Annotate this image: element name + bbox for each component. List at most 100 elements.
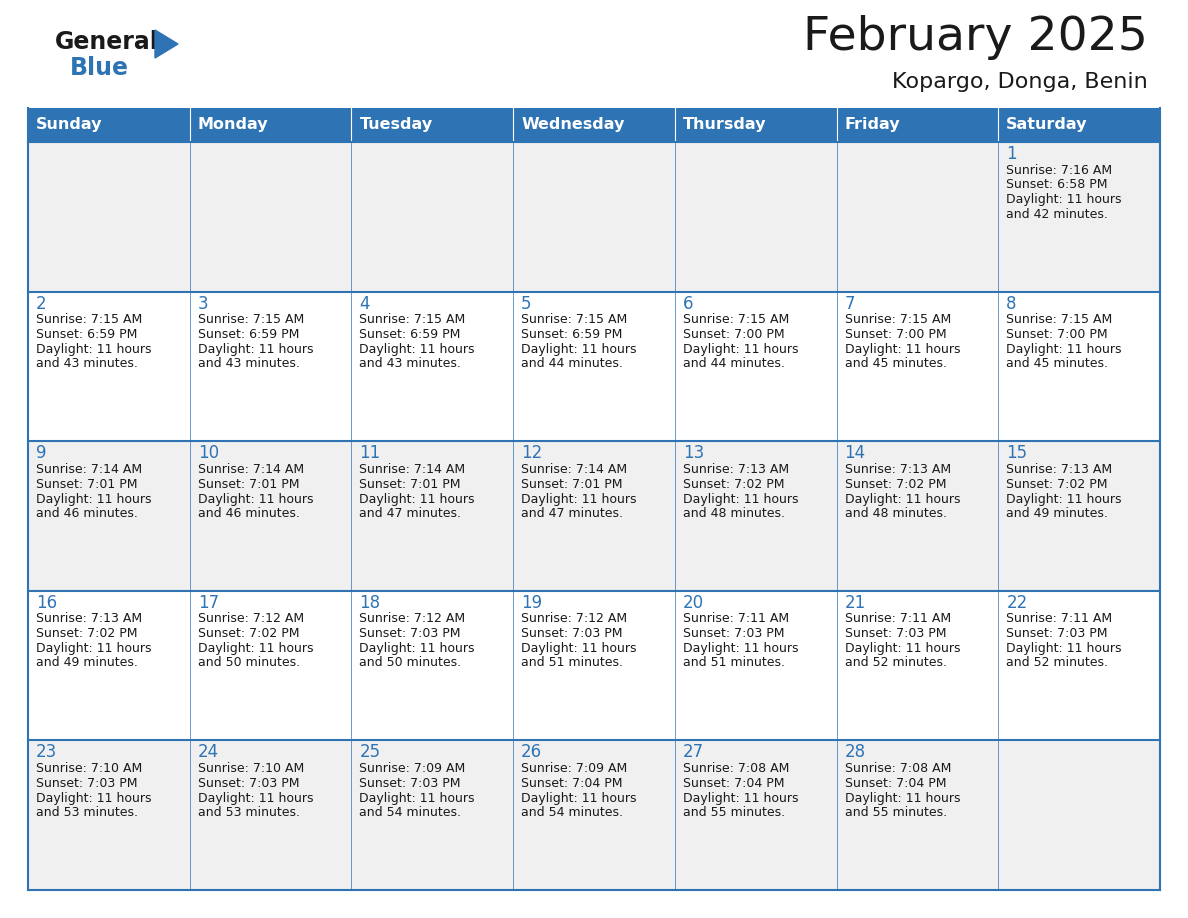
Bar xyxy=(513,292,675,442)
Text: Daylight: 11 hours: Daylight: 11 hours xyxy=(360,493,475,506)
Text: and 50 minutes.: and 50 minutes. xyxy=(197,656,299,669)
Text: Sunrise: 7:15 AM: Sunrise: 7:15 AM xyxy=(197,313,304,326)
Text: February 2025: February 2025 xyxy=(803,16,1148,61)
Text: Daylight: 11 hours: Daylight: 11 hours xyxy=(197,792,314,805)
Bar xyxy=(190,292,352,442)
Text: Daylight: 11 hours: Daylight: 11 hours xyxy=(845,493,960,506)
Text: Sunrise: 7:10 AM: Sunrise: 7:10 AM xyxy=(197,762,304,775)
Bar xyxy=(352,142,513,292)
Text: Sunset: 7:03 PM: Sunset: 7:03 PM xyxy=(845,627,946,640)
Text: 10: 10 xyxy=(197,444,219,462)
Text: and 54 minutes.: and 54 minutes. xyxy=(360,806,461,819)
Bar xyxy=(190,741,352,890)
Text: 26: 26 xyxy=(522,744,542,761)
Text: Daylight: 11 hours: Daylight: 11 hours xyxy=(1006,643,1121,655)
Text: Sunrise: 7:14 AM: Sunrise: 7:14 AM xyxy=(36,463,143,476)
Text: Daylight: 11 hours: Daylight: 11 hours xyxy=(845,343,960,356)
Text: Sunset: 7:03 PM: Sunset: 7:03 PM xyxy=(360,627,461,640)
Text: Daylight: 11 hours: Daylight: 11 hours xyxy=(683,343,798,356)
Text: and 52 minutes.: and 52 minutes. xyxy=(845,656,947,669)
Text: Sunset: 7:04 PM: Sunset: 7:04 PM xyxy=(683,777,784,789)
Bar xyxy=(675,442,836,591)
Text: and 46 minutes.: and 46 minutes. xyxy=(36,507,138,520)
Text: 27: 27 xyxy=(683,744,704,761)
Text: and 46 minutes.: and 46 minutes. xyxy=(197,507,299,520)
Text: 16: 16 xyxy=(36,594,57,611)
Text: 12: 12 xyxy=(522,444,543,462)
Text: and 53 minutes.: and 53 minutes. xyxy=(36,806,138,819)
Text: Sunset: 7:04 PM: Sunset: 7:04 PM xyxy=(845,777,946,789)
Text: 15: 15 xyxy=(1006,444,1028,462)
Text: Sunrise: 7:08 AM: Sunrise: 7:08 AM xyxy=(845,762,950,775)
Bar xyxy=(29,442,190,591)
Text: and 44 minutes.: and 44 minutes. xyxy=(683,357,785,370)
Text: Daylight: 11 hours: Daylight: 11 hours xyxy=(522,792,637,805)
Bar xyxy=(998,442,1159,591)
Bar xyxy=(675,142,836,292)
Text: Daylight: 11 hours: Daylight: 11 hours xyxy=(197,643,314,655)
Text: Sunrise: 7:11 AM: Sunrise: 7:11 AM xyxy=(845,612,950,625)
Polygon shape xyxy=(154,30,178,58)
Bar xyxy=(998,108,1159,142)
Text: Daylight: 11 hours: Daylight: 11 hours xyxy=(360,792,475,805)
Text: and 43 minutes.: and 43 minutes. xyxy=(360,357,461,370)
Text: and 55 minutes.: and 55 minutes. xyxy=(683,806,785,819)
Text: Sunday: Sunday xyxy=(36,118,102,132)
Text: 1: 1 xyxy=(1006,145,1017,163)
Text: and 50 minutes.: and 50 minutes. xyxy=(360,656,462,669)
Text: Sunrise: 7:16 AM: Sunrise: 7:16 AM xyxy=(1006,163,1112,176)
Text: Sunrise: 7:14 AM: Sunrise: 7:14 AM xyxy=(197,463,304,476)
Bar xyxy=(675,108,836,142)
Text: Sunset: 6:58 PM: Sunset: 6:58 PM xyxy=(1006,178,1107,192)
Text: Sunset: 7:03 PM: Sunset: 7:03 PM xyxy=(36,777,138,789)
Text: 21: 21 xyxy=(845,594,866,611)
Text: 4: 4 xyxy=(360,295,369,313)
Text: and 48 minutes.: and 48 minutes. xyxy=(845,507,947,520)
Text: Sunrise: 7:15 AM: Sunrise: 7:15 AM xyxy=(845,313,950,326)
Text: Sunset: 7:01 PM: Sunset: 7:01 PM xyxy=(360,477,461,491)
Text: and 47 minutes.: and 47 minutes. xyxy=(522,507,624,520)
Bar xyxy=(29,108,190,142)
Text: Sunrise: 7:14 AM: Sunrise: 7:14 AM xyxy=(522,463,627,476)
Bar xyxy=(29,292,190,442)
Text: Sunset: 6:59 PM: Sunset: 6:59 PM xyxy=(197,328,299,341)
Text: 14: 14 xyxy=(845,444,866,462)
Text: Sunrise: 7:13 AM: Sunrise: 7:13 AM xyxy=(1006,463,1112,476)
Text: Sunset: 6:59 PM: Sunset: 6:59 PM xyxy=(360,328,461,341)
Text: Sunset: 7:03 PM: Sunset: 7:03 PM xyxy=(1006,627,1107,640)
Text: Saturday: Saturday xyxy=(1006,118,1088,132)
Text: Daylight: 11 hours: Daylight: 11 hours xyxy=(360,343,475,356)
Bar xyxy=(836,292,998,442)
Text: and 49 minutes.: and 49 minutes. xyxy=(36,656,138,669)
Text: Sunrise: 7:08 AM: Sunrise: 7:08 AM xyxy=(683,762,789,775)
Bar xyxy=(352,741,513,890)
Bar xyxy=(836,142,998,292)
Text: and 43 minutes.: and 43 minutes. xyxy=(197,357,299,370)
Text: 6: 6 xyxy=(683,295,694,313)
Text: Sunset: 7:01 PM: Sunset: 7:01 PM xyxy=(36,477,138,491)
Bar xyxy=(513,108,675,142)
Text: and 45 minutes.: and 45 minutes. xyxy=(845,357,947,370)
Bar xyxy=(29,741,190,890)
Text: Daylight: 11 hours: Daylight: 11 hours xyxy=(1006,493,1121,506)
Text: Sunset: 7:03 PM: Sunset: 7:03 PM xyxy=(683,627,784,640)
Text: Sunrise: 7:13 AM: Sunrise: 7:13 AM xyxy=(845,463,950,476)
Text: Friday: Friday xyxy=(845,118,901,132)
Text: Sunrise: 7:09 AM: Sunrise: 7:09 AM xyxy=(522,762,627,775)
Text: 25: 25 xyxy=(360,744,380,761)
Bar xyxy=(190,108,352,142)
Text: 24: 24 xyxy=(197,744,219,761)
Bar xyxy=(513,741,675,890)
Text: Daylight: 11 hours: Daylight: 11 hours xyxy=(36,643,152,655)
Text: Sunset: 7:00 PM: Sunset: 7:00 PM xyxy=(845,328,946,341)
Text: Daylight: 11 hours: Daylight: 11 hours xyxy=(36,493,152,506)
Bar xyxy=(836,741,998,890)
Bar xyxy=(998,591,1159,741)
Text: 17: 17 xyxy=(197,594,219,611)
Text: Wednesday: Wednesday xyxy=(522,118,625,132)
Text: Daylight: 11 hours: Daylight: 11 hours xyxy=(845,792,960,805)
Text: and 43 minutes.: and 43 minutes. xyxy=(36,357,138,370)
Text: Daylight: 11 hours: Daylight: 11 hours xyxy=(683,792,798,805)
Text: 19: 19 xyxy=(522,594,542,611)
Text: Sunrise: 7:15 AM: Sunrise: 7:15 AM xyxy=(522,313,627,326)
